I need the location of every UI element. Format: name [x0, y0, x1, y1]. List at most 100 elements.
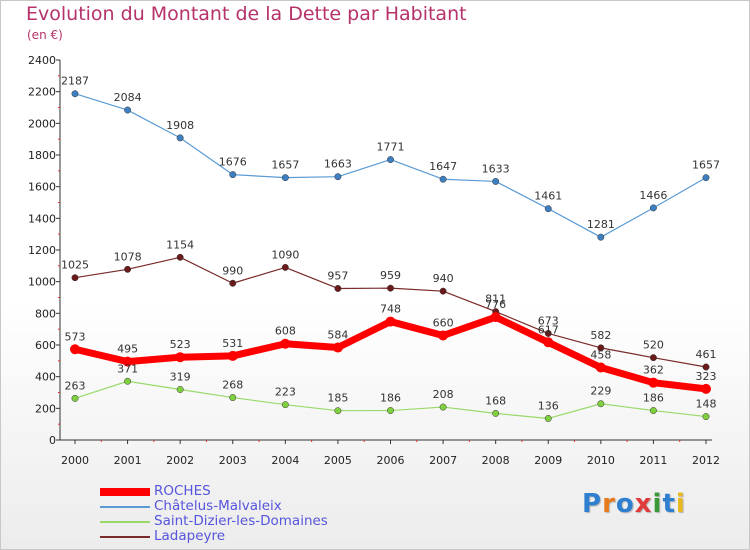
data-label: 1908: [166, 119, 194, 132]
y-tick-label: 1000: [28, 276, 56, 289]
y-tick-label: 2200: [28, 86, 56, 99]
data-point: [281, 401, 289, 409]
data-label: 461: [696, 348, 717, 361]
data-point: [544, 329, 552, 337]
data-label: 573: [65, 330, 86, 343]
data-label: 1771: [377, 141, 405, 154]
x-tick-label: 2003: [219, 454, 247, 467]
data-label: 168: [485, 394, 506, 407]
y-tick-label: 400: [35, 371, 56, 384]
data-point: [649, 354, 657, 362]
data-point: [334, 407, 342, 415]
logo-letter: t: [662, 489, 676, 519]
data-label: 1657: [271, 159, 299, 172]
data-label: 186: [380, 392, 401, 405]
x-tick-label: 2006: [377, 454, 405, 467]
data-label: 990: [222, 264, 243, 277]
legend-swatch: [100, 520, 150, 523]
data-label: 208: [433, 388, 454, 401]
data-label: 1078: [114, 250, 142, 263]
y-tick-label: 600: [35, 339, 56, 352]
data-label: 1663: [324, 158, 352, 171]
data-point: [71, 90, 79, 98]
logo-letter: x: [634, 489, 653, 519]
data-point: [492, 177, 500, 185]
x-tick-label: 2008: [482, 454, 510, 467]
x-tick-label: 2010: [587, 454, 615, 467]
data-label: 776: [485, 298, 506, 311]
axes: 0 200 400 600 800 1000 1200 1400 1600 1800 2000 220…: [28, 54, 720, 467]
data-point: [597, 344, 605, 352]
x-tick-label: 2011: [639, 454, 667, 467]
data-label: 1657: [692, 159, 720, 172]
data-label: 323: [696, 370, 717, 383]
data-label: 371: [117, 362, 138, 375]
data-labels: 2187 2084 1908 1676 1657 1663 1771 1647 1633 1461…: [61, 75, 720, 413]
y-tick-label: 1800: [28, 149, 56, 162]
data-label: 617: [538, 323, 559, 336]
chart-subtitle: (en €): [27, 28, 63, 42]
data-label: 957: [327, 269, 348, 282]
data-label: 458: [590, 348, 611, 361]
data-point: [492, 409, 500, 417]
data-point: [334, 173, 342, 181]
data-point: [176, 253, 184, 261]
data-label: 148: [696, 398, 717, 411]
series-line-ch-telus-malvaleix: [74, 93, 707, 238]
data-label: 1090: [271, 248, 299, 261]
data-point: [543, 337, 554, 348]
data-label: 136: [538, 399, 559, 412]
data-point: [334, 285, 342, 292]
data-point: [597, 233, 605, 241]
labels-ch-telus-malvaleix: 2187 2084 1908 1676 1657 1663 1771 1647 1633 1461…: [61, 75, 720, 231]
data-point: [387, 284, 394, 292]
y-tick-label: 0: [49, 434, 56, 447]
data-label: 520: [643, 339, 664, 352]
data-point: [175, 352, 186, 363]
data-point: [439, 287, 447, 295]
data-label: 495: [117, 343, 138, 356]
legend-label: ROCHES: [154, 483, 211, 499]
data-label: 1025: [61, 259, 89, 272]
series-saint-dizier-les-domaines: [71, 377, 710, 422]
data-point: [385, 316, 396, 327]
data-point: [227, 350, 238, 361]
data-point: [701, 383, 711, 394]
labels-saint-dizier-les-domaines: 263 371 319 268 223 185 186 208 168 136 229 186 148: [65, 362, 717, 412]
data-point: [70, 344, 80, 355]
data-label: 1647: [429, 160, 457, 173]
data-label: 660: [433, 317, 454, 330]
data-label: 531: [222, 337, 243, 350]
logo-letter: o: [615, 489, 635, 519]
data-point: [438, 330, 449, 341]
legend-swatch: [100, 505, 150, 508]
logo-letter: r: [602, 489, 616, 519]
data-label: 608: [275, 325, 296, 338]
y-tick-label: 2400: [28, 54, 56, 67]
data-point: [176, 386, 184, 393]
data-label: 263: [65, 379, 86, 392]
data-point: [439, 175, 447, 183]
data-point: [702, 174, 710, 182]
y-tick-label: 1400: [28, 212, 56, 225]
data-point: [649, 204, 657, 212]
data-point: [124, 265, 132, 273]
data-point: [122, 356, 133, 367]
data-label: 1676: [219, 156, 247, 169]
data-label: 362: [643, 364, 664, 377]
data-label: 229: [590, 385, 611, 398]
legend-label: Ladapeyre: [154, 528, 226, 544]
data-point: [229, 171, 237, 179]
data-label: 940: [433, 272, 454, 285]
y-tick-label: 800: [35, 307, 56, 320]
x-tick-label: 2004: [271, 454, 299, 467]
data-point: [702, 413, 710, 421]
data-point: [332, 342, 343, 353]
x-tick-label: 2002: [166, 454, 194, 467]
data-point: [71, 274, 79, 282]
x-tick-label: 2007: [429, 454, 457, 467]
data-point: [71, 394, 79, 402]
data-label: 811: [485, 293, 506, 306]
x-tick-label: 2012: [692, 454, 720, 467]
